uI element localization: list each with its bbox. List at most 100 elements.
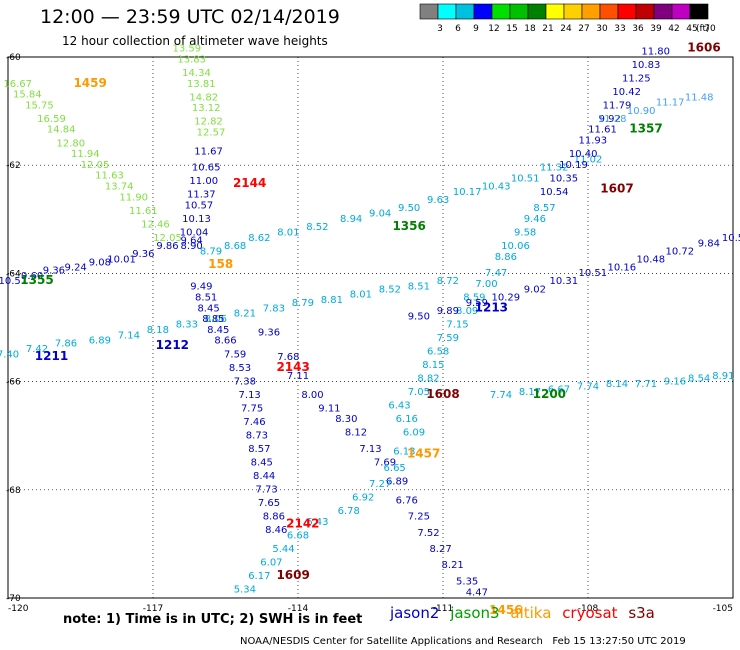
- wave-height-value: 10.90: [627, 106, 656, 117]
- wave-height-value: 7.27: [369, 479, 391, 490]
- wave-height-value: 8.66: [214, 336, 236, 347]
- wave-height-value: 12.80: [57, 138, 86, 149]
- pass-time-label: 2144: [233, 176, 266, 190]
- wave-height-value: 9.50: [408, 311, 430, 322]
- wave-height-value: 10.42: [612, 87, 641, 98]
- wave-height-value: 9.63: [427, 195, 449, 206]
- wave-height-value: 13.59: [173, 44, 202, 55]
- colorbar-tick-label: 39: [650, 24, 662, 34]
- colorbar-tick-label: 27: [578, 24, 589, 34]
- wave-height-value: 8.73: [246, 430, 268, 441]
- wave-height-value: 8.33: [176, 320, 198, 331]
- wave-height-value: 7.59: [437, 333, 459, 344]
- pass-time-label: 1212: [156, 338, 189, 352]
- wave-height-value: 9.24: [65, 263, 87, 274]
- colorbar-tick-label: 18: [524, 24, 536, 34]
- wave-height-value: 10.35: [550, 173, 579, 184]
- wave-height-value: 8.44: [253, 471, 275, 482]
- latitude-label: -68: [6, 486, 21, 496]
- wave-height-value: 9.16: [664, 376, 686, 387]
- wave-height-value: 15.75: [25, 100, 54, 111]
- wave-height-value: 16.59: [37, 114, 66, 125]
- wave-height-value: 12.82: [194, 117, 223, 128]
- wave-height-value: 14.84: [47, 125, 76, 136]
- legend-jason2: jason2: [390, 604, 440, 622]
- wave-height-value: 10.19: [559, 160, 588, 171]
- wave-height-value: 11.93: [579, 136, 608, 147]
- wave-height-value: 8.06: [205, 314, 227, 325]
- wave-height-value: 8.27: [429, 544, 451, 555]
- wave-height-value: 6.43: [306, 517, 328, 528]
- wave-height-value: 6.58: [427, 347, 449, 358]
- wave-height-value: 10.65: [192, 163, 221, 174]
- wave-height-value: 9.36: [258, 328, 280, 339]
- colorbar-swatch: [689, 3, 709, 20]
- wave-height-value: 8.91: [712, 371, 734, 382]
- pass-time-label: 1609: [276, 568, 309, 582]
- wave-height-value: 6.65: [384, 463, 406, 474]
- wave-height-value: 8.57: [533, 203, 555, 214]
- pass-time-label: 158: [208, 257, 233, 271]
- wave-height-value: 11.94: [71, 149, 100, 160]
- wave-height-value: 11.61: [129, 206, 158, 217]
- wave-height-value: 7.25: [408, 512, 430, 523]
- wave-height-value: 9.02: [524, 284, 546, 295]
- wave-height-value: 8.15: [422, 360, 444, 371]
- wave-height-value: 7.40: [0, 349, 19, 360]
- wave-height-value: 8.45: [207, 325, 229, 336]
- wave-height-value: 9.84: [698, 238, 720, 249]
- wave-height-value: 10.04: [180, 228, 209, 239]
- colorbar-tick-label: 30: [596, 24, 608, 34]
- pass-time-label: 1200: [533, 387, 566, 401]
- pass-time-label: 2142: [286, 517, 319, 531]
- pass-time-label: 2143: [276, 360, 309, 374]
- colorbar-tick-label: 45: [686, 24, 697, 34]
- wave-height-value: 9.46: [524, 214, 546, 225]
- colorbar-tick-label: 36: [632, 24, 644, 34]
- wave-height-value: 6.07: [260, 558, 282, 569]
- colorbar: 3 6 9 12 15 18 21 24 27 30 33 36 39 42 45 70(ft): [419, 3, 716, 34]
- longitude-label: -114: [288, 604, 309, 614]
- wave-height-value: 7.46: [243, 417, 265, 428]
- colorbar-tick-label: 33: [614, 24, 625, 34]
- colorbar-tick-label: 3: [437, 24, 443, 34]
- wave-height-value: 7.13: [239, 390, 261, 401]
- pass-time-label: 1456: [489, 603, 522, 617]
- wave-height-value: 9.60: [21, 271, 43, 282]
- wave-height-value: 8.17: [519, 387, 541, 398]
- longitude-label: -120: [8, 604, 29, 614]
- wave-height-value: 10.17: [453, 187, 482, 198]
- wave-height-value: 6.89: [386, 476, 408, 487]
- wave-height-value: 6.43: [388, 401, 410, 412]
- pass-time-label: 1213: [475, 300, 508, 314]
- wave-height-value: 10.51: [511, 173, 540, 184]
- wave-height-value: 11.02: [574, 154, 603, 165]
- wave-height-value: 8.79: [292, 298, 314, 309]
- wave-height-value: 8.94: [340, 214, 362, 225]
- colorbar-unit-label: (ft): [696, 24, 710, 34]
- wave-height-value: 13.74: [105, 182, 134, 193]
- wave-height-value: 4.47: [466, 587, 488, 598]
- wave-height-value: 6.92: [352, 493, 374, 504]
- wave-height-value: 8.14: [606, 379, 628, 390]
- wave-height-value: 6.17: [248, 571, 270, 582]
- wave-height-value: 8.81: [321, 295, 343, 306]
- colorbar-tick-label: 9: [473, 24, 479, 34]
- colorbar-tick-label: 21: [542, 24, 553, 34]
- wave-height-value: 7.74: [577, 382, 599, 393]
- pass-time-label: 1357: [629, 122, 662, 136]
- wave-height-value: 7.71: [635, 379, 657, 390]
- longitude-label: -117: [143, 604, 163, 614]
- credit-org: NOAA/NESDIS Center for Satellite Applica…: [240, 636, 543, 647]
- wave-height-value: 9.89: [437, 306, 459, 317]
- wave-height-value: 11.61: [588, 125, 617, 136]
- wave-height-value: 7.05: [408, 387, 430, 398]
- wave-height-value: 10.51: [579, 268, 608, 279]
- wave-height-value: 12.05: [81, 160, 110, 171]
- latitude-label: -70: [6, 594, 21, 604]
- wave-height-value: 5.44: [272, 544, 294, 555]
- wave-height-value: 7.86: [55, 338, 77, 349]
- wave-height-value: 7.38: [234, 376, 256, 387]
- legend-jason3: jason3: [450, 604, 500, 622]
- wave-height-value: 8.45: [251, 457, 273, 468]
